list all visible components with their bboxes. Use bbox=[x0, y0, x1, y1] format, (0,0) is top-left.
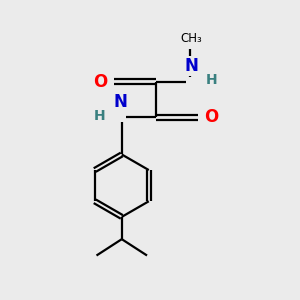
Text: N: N bbox=[113, 93, 127, 111]
Text: O: O bbox=[204, 108, 218, 126]
Text: H: H bbox=[94, 109, 105, 123]
Text: N: N bbox=[185, 57, 199, 75]
Text: CH₃: CH₃ bbox=[181, 32, 202, 45]
Text: H: H bbox=[206, 73, 217, 87]
Text: O: O bbox=[94, 73, 108, 91]
